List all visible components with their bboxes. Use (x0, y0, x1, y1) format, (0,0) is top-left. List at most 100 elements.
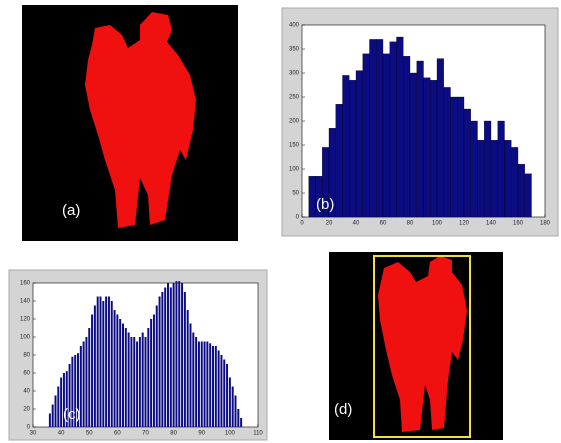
x-tick-label: 20 (326, 221, 333, 227)
bar (478, 140, 485, 217)
bar (161, 292, 163, 427)
bar (150, 319, 152, 427)
bar (343, 75, 350, 217)
bar (240, 418, 242, 427)
y-tick-label: 150 (289, 143, 300, 149)
bar (128, 333, 130, 428)
bar (145, 337, 147, 427)
bar (52, 405, 54, 428)
bar (105, 297, 107, 428)
x-tick-label: 140 (486, 221, 497, 227)
y-tick-label: 50 (292, 191, 299, 197)
bar (156, 306, 158, 428)
bar (209, 343, 211, 427)
y-tick-label: 100 (289, 167, 300, 173)
bar (232, 387, 234, 428)
y-tick-label: 200 (289, 119, 300, 125)
bar (212, 346, 214, 427)
x-tick-label: 80 (170, 431, 177, 437)
bar (403, 56, 410, 217)
bar (336, 104, 343, 217)
panel-label: (a) (62, 202, 80, 219)
x-tick-label: 120 (459, 221, 470, 227)
bar (187, 310, 189, 427)
bar (181, 283, 183, 427)
bar (410, 73, 417, 217)
bar (85, 337, 87, 427)
bar (518, 164, 525, 217)
bar (192, 333, 194, 428)
bar (491, 140, 498, 217)
bar (511, 147, 518, 217)
bar (201, 342, 203, 428)
x-tick-label: 80 (407, 221, 414, 227)
bar (237, 409, 239, 427)
bar (220, 355, 222, 427)
bar (397, 37, 404, 217)
panel-label: (b) (316, 196, 334, 213)
y-tick-label: 80 (23, 353, 30, 359)
bar (108, 297, 110, 428)
bar (383, 54, 390, 217)
x-tick-label: 30 (30, 431, 37, 437)
y-tick-label: 350 (289, 47, 300, 53)
bar (175, 281, 177, 427)
bar (88, 328, 90, 427)
bar (390, 42, 397, 217)
x-tick-label: 90 (198, 431, 205, 437)
bar (57, 387, 59, 428)
bar (309, 176, 316, 217)
bar (116, 315, 118, 428)
bar (130, 337, 132, 427)
bar (204, 342, 206, 428)
y-tick-label: 140 (20, 299, 31, 305)
y-tick-label: 60 (23, 371, 30, 377)
bar (184, 292, 186, 427)
bar (97, 297, 99, 428)
bar (417, 61, 424, 217)
x-tick-label: 60 (114, 431, 121, 437)
y-tick-label: 400 (289, 23, 300, 29)
x-tick-label: 40 (353, 221, 360, 227)
y-tick-label: 40 (23, 389, 30, 395)
bar (498, 121, 505, 217)
bar (457, 97, 464, 217)
x-tick-label: 110 (253, 431, 263, 437)
bar (153, 315, 155, 428)
panel-label: (d) (334, 401, 352, 418)
bar (451, 97, 458, 217)
bar (167, 283, 169, 427)
bar (136, 342, 138, 428)
x-tick-label: 160 (513, 221, 524, 227)
bar (471, 121, 478, 217)
bar (94, 306, 96, 428)
figure: (a) (d) 05010015020025030035040002040608… (0, 0, 561, 443)
bar (223, 360, 225, 428)
bar (122, 324, 124, 428)
bar (100, 297, 102, 428)
bar (215, 346, 217, 427)
bar (147, 328, 149, 427)
bar (444, 87, 451, 217)
bar (363, 54, 370, 217)
y-tick-label: 100 (20, 335, 31, 341)
bar (102, 301, 104, 427)
y-tick-label: 300 (289, 71, 300, 77)
bar (464, 109, 471, 217)
bar (484, 121, 491, 217)
bar (170, 288, 172, 428)
bar (437, 59, 444, 217)
x-tick-label: 40 (58, 431, 65, 437)
bar (229, 378, 231, 428)
bar (370, 39, 377, 217)
bar (55, 396, 57, 428)
bar (235, 396, 237, 428)
bar (60, 378, 62, 428)
bar (424, 78, 431, 217)
bar (119, 319, 121, 427)
bar (114, 310, 116, 427)
bar (206, 342, 208, 428)
x-tick-label: 70 (142, 431, 149, 437)
bar (164, 288, 166, 428)
bar (218, 351, 220, 428)
